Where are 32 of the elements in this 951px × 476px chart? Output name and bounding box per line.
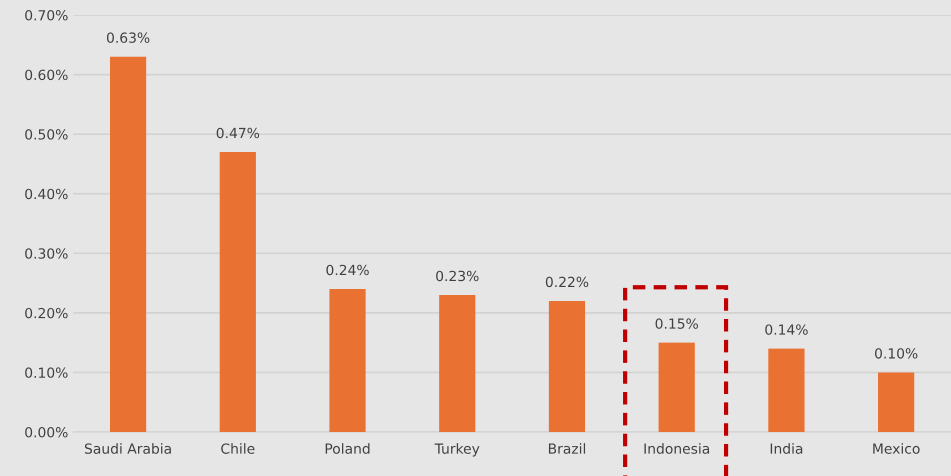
y-tick-label: 0.70% xyxy=(25,10,68,21)
y-tick-label: 0.10% xyxy=(25,367,68,378)
x-tick-label: Indonesia xyxy=(644,443,710,454)
y-tick-label: 0.50% xyxy=(25,129,68,140)
x-tick-label: Mexico xyxy=(873,443,920,454)
bar xyxy=(548,300,586,432)
data-label: 0.22% xyxy=(546,276,588,288)
x-tick-label: India xyxy=(770,443,802,454)
x-tick-label: Poland xyxy=(326,443,370,454)
data-label: 0.14% xyxy=(765,324,808,335)
data-label: 0.10% xyxy=(874,348,918,359)
x-tick-label: Saudi Arabia xyxy=(84,443,171,454)
y-tick-label: 0.40% xyxy=(25,188,68,200)
data-label: 0.47% xyxy=(216,128,260,138)
x-tick-label: Chile xyxy=(221,443,254,454)
y-tick-label: 0.60% xyxy=(25,70,68,80)
bar xyxy=(220,152,256,432)
y-tick-label: 0.30% xyxy=(25,248,68,259)
bar xyxy=(768,348,805,432)
data-label: 0.24% xyxy=(326,264,369,276)
bar xyxy=(110,56,146,432)
y-tick-label: 0.20% xyxy=(25,308,68,318)
y-tick-label: 0.00% xyxy=(25,426,68,438)
bar xyxy=(878,372,914,432)
data-label: 0.15% xyxy=(656,318,698,329)
x-tick-label: Turkey xyxy=(434,443,480,457)
data-label: 0.63% xyxy=(106,32,150,43)
bar xyxy=(439,295,476,432)
data-label: 0.23% xyxy=(436,270,479,282)
bar xyxy=(329,289,366,432)
x-tick-label: Brazil xyxy=(548,443,586,454)
bar xyxy=(658,342,695,432)
